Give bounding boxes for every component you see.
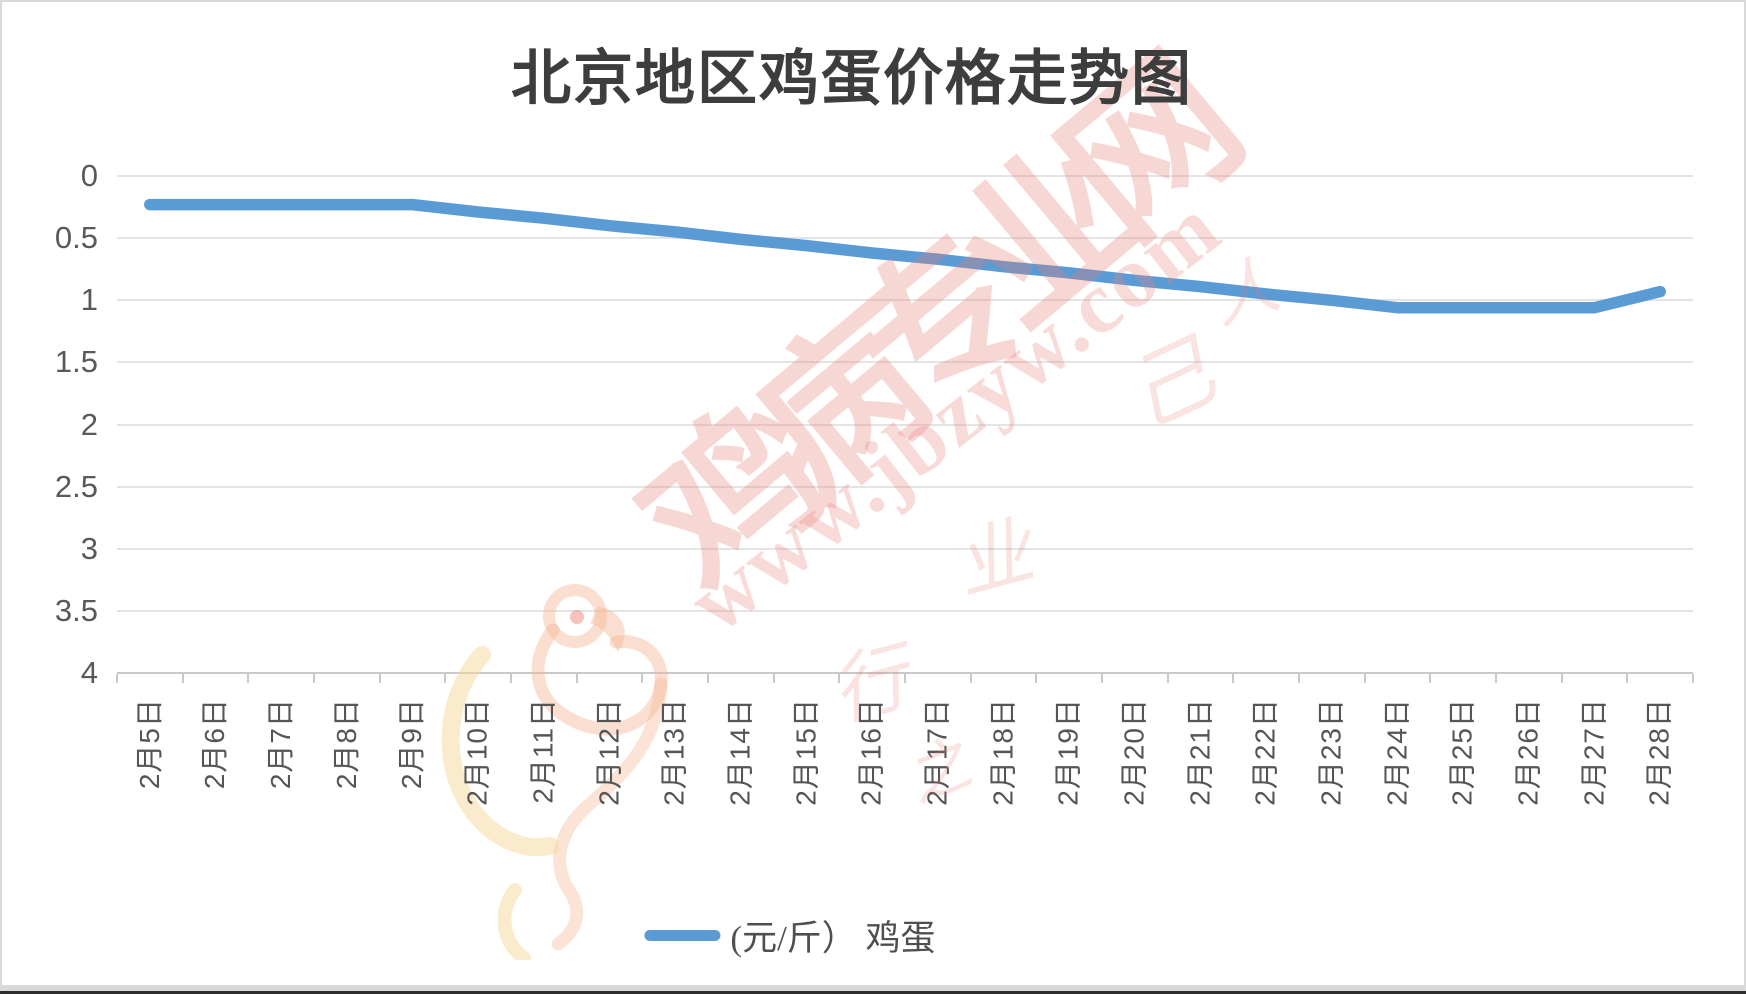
x-axis-line: [117, 672, 1693, 674]
axis-tick: [1495, 674, 1497, 683]
x-axis-label: 2月10日: [462, 698, 494, 806]
y-axis-label: 0: [80, 158, 98, 193]
axis-tick: [444, 674, 447, 683]
axis-tick: [1035, 674, 1038, 683]
chart-title: 北京地区鸡蛋价格走势图: [511, 46, 1193, 112]
x-axis-label: 2月20日: [1118, 698, 1150, 806]
x-axis-label: 2月14日: [724, 698, 756, 806]
price-line-svg: [144, 198, 1666, 314]
bottom-border-line: [0, 991, 1746, 994]
x-axis-label: 2月23日: [1315, 698, 1347, 806]
x-axis-label: 2月15日: [790, 698, 822, 806]
x-axis-label: 2月18日: [987, 698, 1019, 806]
y-axis-label: 2.5: [54, 468, 98, 504]
axis-tick: [1101, 674, 1103, 683]
axis-tick: [1298, 674, 1300, 683]
axis-tick: [1560, 674, 1563, 683]
x-axis-label: 2月6日: [199, 698, 231, 790]
axis-tick: [1692, 674, 1694, 683]
price-line: [144, 198, 1666, 314]
axis-tick: [904, 674, 906, 683]
gridline: [117, 485, 1693, 488]
axis-tick: [641, 674, 644, 683]
bottom-border-strip: [0, 985, 1746, 991]
axis-tick: [510, 674, 512, 683]
axis-tick: [1429, 674, 1432, 683]
axis-tick: [1363, 674, 1366, 683]
x-axis-label: 2月9日: [396, 698, 428, 790]
gridline: [117, 175, 1693, 177]
axis-tick: [838, 674, 841, 683]
y-axis-label: 1: [80, 282, 98, 318]
y-axis-label: 0.5: [54, 220, 98, 256]
axis-tick: [181, 674, 184, 683]
y-axis-label: 3: [80, 530, 98, 566]
x-axis-label: 2月22日: [1250, 698, 1282, 806]
axis-tick: [247, 674, 250, 683]
x-axis-label: 2月26日: [1512, 698, 1544, 806]
axis-tick: [116, 674, 118, 683]
legend-label: (元/斤） 鸡蛋: [730, 919, 936, 958]
y-axis-label: 2: [80, 406, 98, 442]
axis-tick: [575, 674, 578, 683]
axis-tick: [1626, 674, 1629, 683]
x-axis-label: 2月21日: [1184, 698, 1216, 806]
x-axis-label: 2月25日: [1447, 698, 1479, 806]
x-axis-label: 2月27日: [1578, 698, 1610, 806]
legend-line-swatch: [644, 930, 721, 941]
axis-tick: [707, 674, 709, 683]
x-axis-label: 2月16日: [856, 698, 888, 806]
axis-tick: [1166, 674, 1169, 683]
x-axis-label: 2月8日: [330, 698, 362, 790]
axis-tick: [969, 674, 972, 683]
legend: (元/斤） 鸡蛋: [644, 910, 936, 961]
x-axis-label: 2月11日: [527, 698, 559, 804]
gridline: [117, 423, 1693, 426]
y-axis-label: 4: [80, 655, 98, 690]
x-axis-label: 2月7日: [265, 698, 297, 790]
x-axis-label: 2月28日: [1644, 698, 1676, 806]
x-axis-label: 2月24日: [1381, 698, 1413, 806]
axis-tick: [1232, 674, 1235, 683]
x-axis-label: 2月12日: [593, 698, 625, 806]
x-axis-label: 2月13日: [659, 698, 691, 806]
gridline: [117, 609, 1693, 612]
axis-tick: [313, 674, 315, 683]
gridline: [117, 361, 1693, 364]
x-axis-label: 2月17日: [921, 698, 953, 806]
gridline: [117, 237, 1693, 240]
x-axis-label: 2月5日: [133, 698, 165, 790]
y-axis-label: 3.5: [54, 592, 98, 628]
gridline: [117, 299, 1693, 302]
gridline: [117, 547, 1693, 550]
y-axis-label: 1.5: [54, 344, 98, 380]
x-axis-label: 2月19日: [1053, 698, 1085, 806]
axis-tick: [772, 674, 775, 683]
axis-tick: [378, 674, 381, 683]
